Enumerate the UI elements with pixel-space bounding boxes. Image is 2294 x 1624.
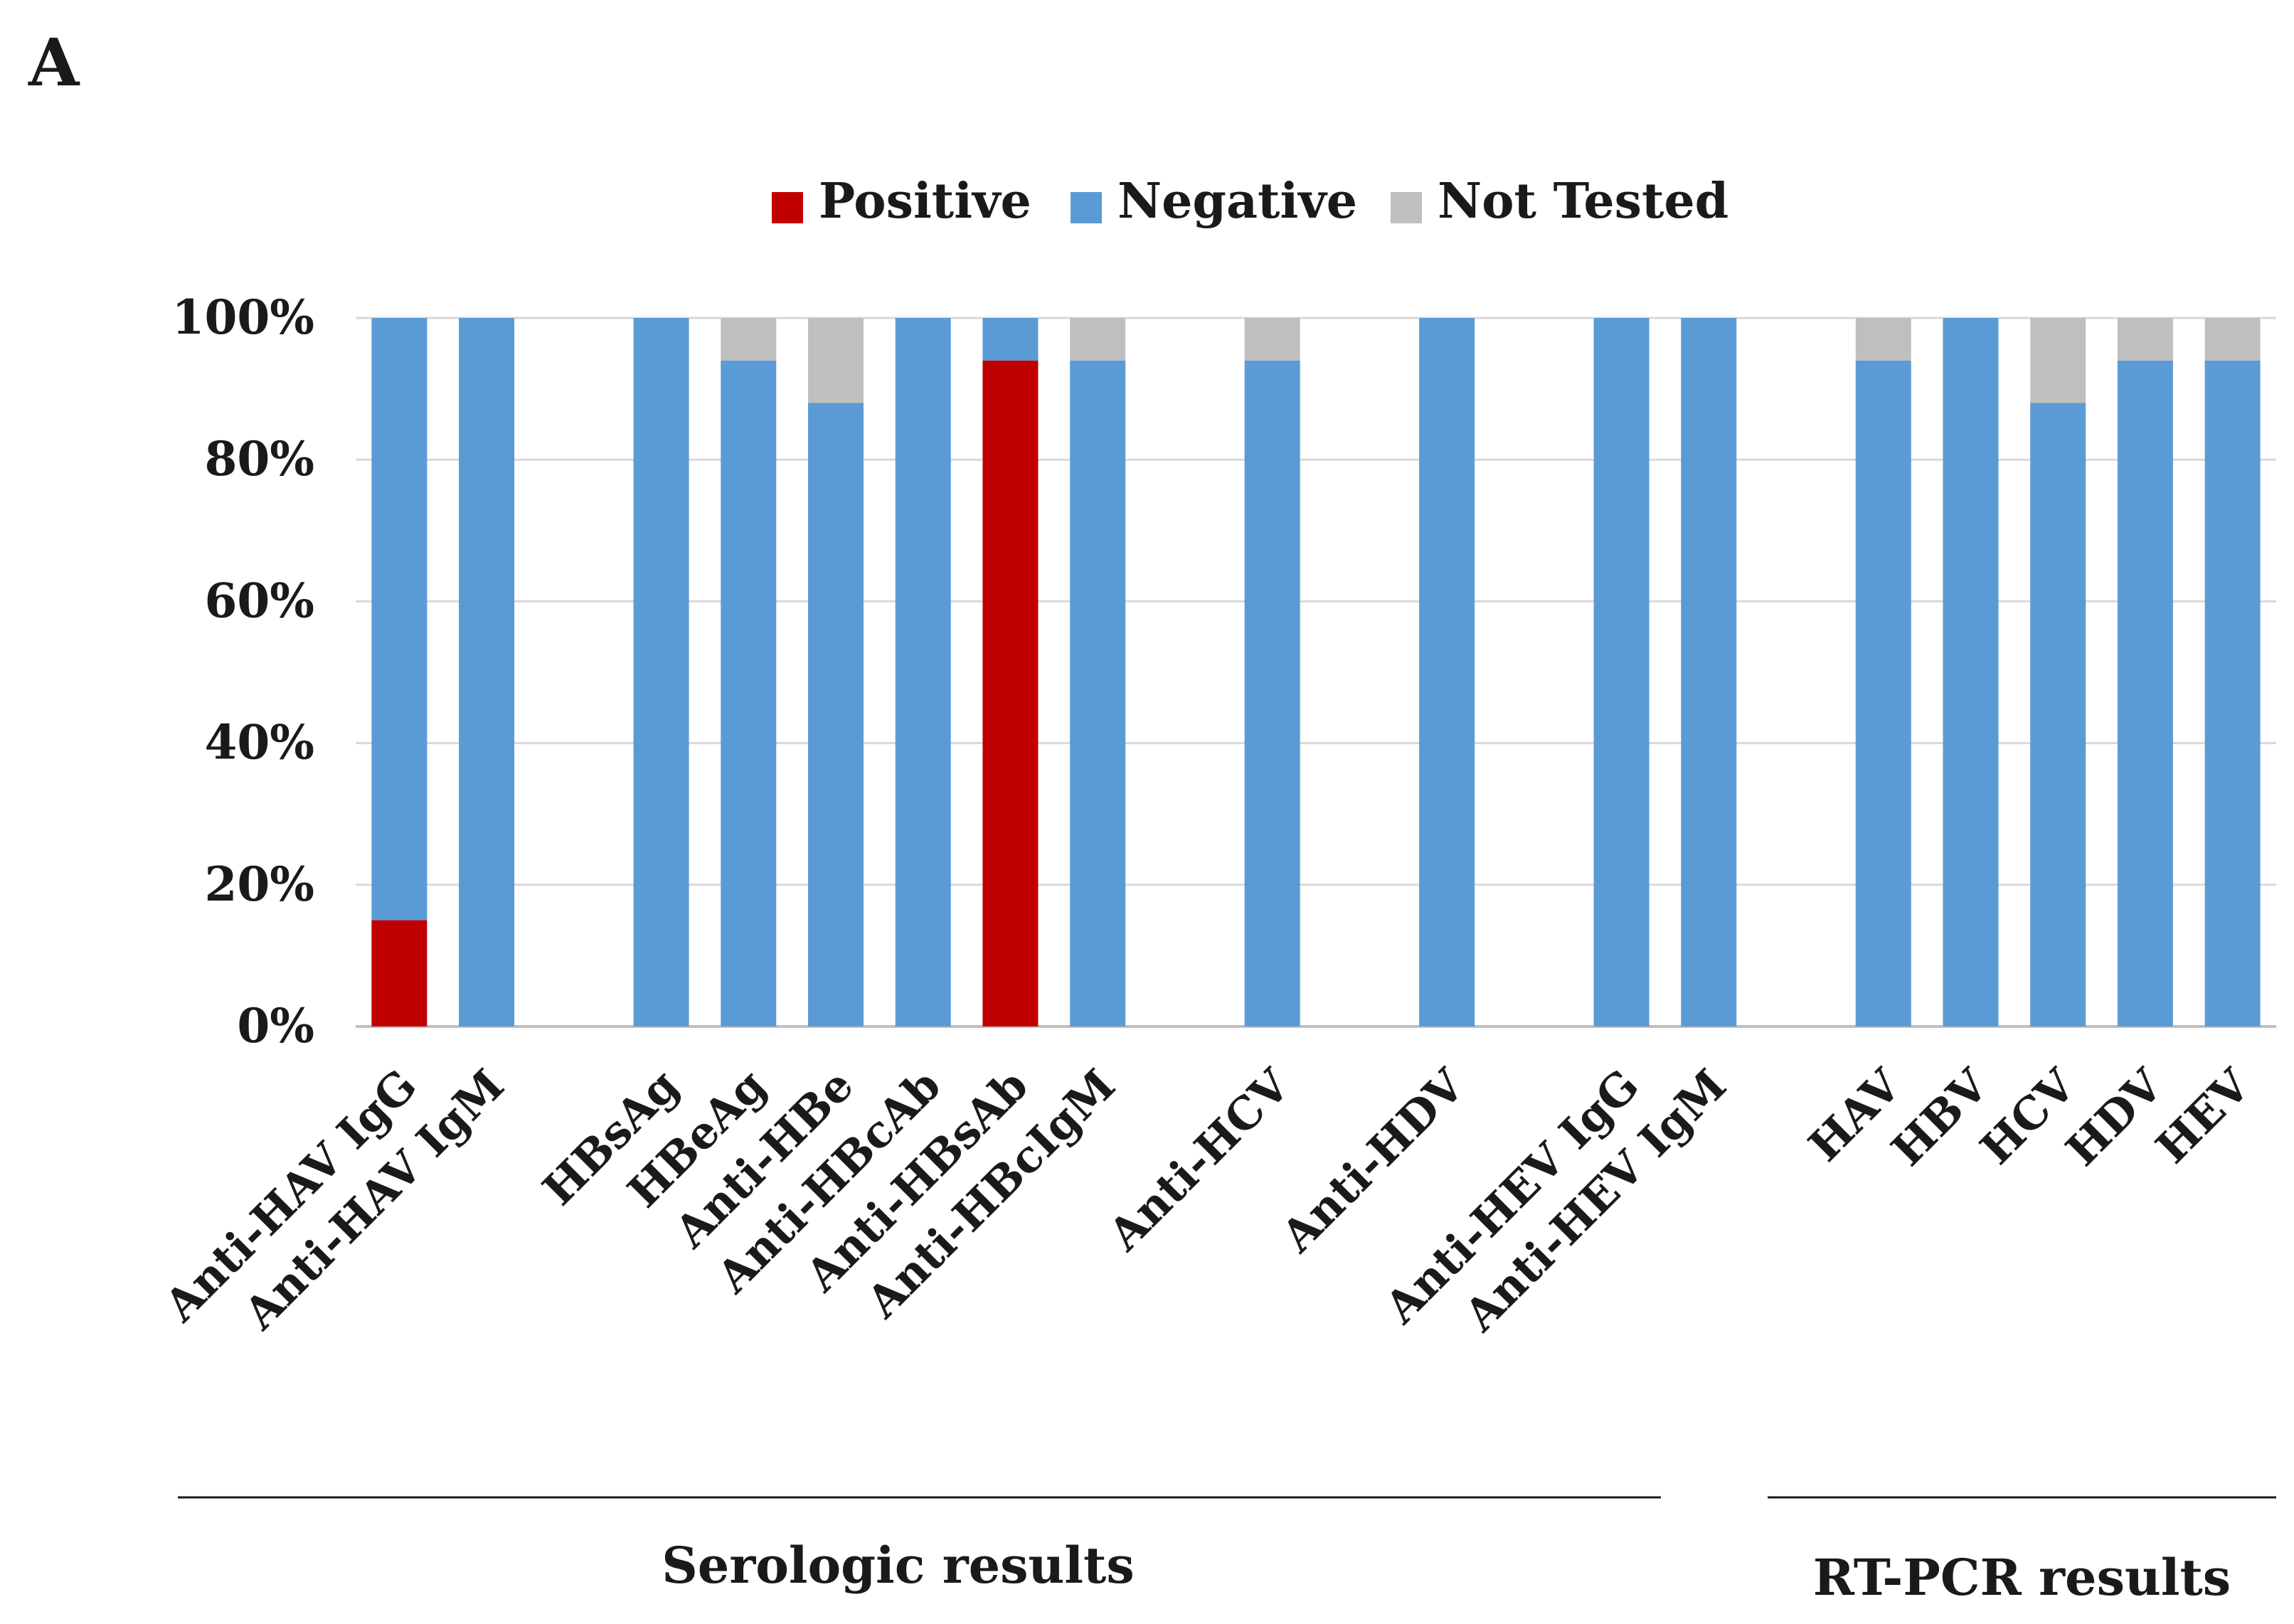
legend-label-not-tested: Not Tested [1438, 173, 1729, 230]
y-axis-ticks: 0% 20% 40% 60% 80% 100% [172, 290, 314, 1054]
y-tick-label: 40% [204, 715, 314, 770]
x-tick-label-hev: HEV [2146, 1058, 2261, 1173]
bar-hbeag-not-tested [721, 318, 777, 361]
x-tick-label-hdv: HDV [2056, 1058, 2173, 1176]
bar-anti-hdv-negative [1419, 318, 1475, 1026]
x-tick-label-anti-hcv: Anti-HCV [1098, 1058, 1300, 1261]
bar-anti-hbcab-negative [895, 318, 951, 1026]
legend-label-positive: Positive [819, 173, 1031, 230]
bar-anti-hbcigm-not-tested [1070, 318, 1126, 361]
bar-anti-hbe-not-tested [808, 318, 864, 403]
bar-anti-hbe-negative [808, 403, 864, 1026]
bar-hbeag-negative [721, 360, 777, 1026]
bar-anti-hbcigm-negative [1070, 360, 1126, 1026]
bar-anti-hcv-negative [1244, 360, 1300, 1026]
legend-swatch-positive [772, 192, 803, 223]
bar-hav-negative [1855, 360, 1911, 1026]
bar-hcv-not-tested [2030, 318, 2086, 403]
bar-anti-hav-igm-negative [459, 318, 515, 1026]
bar-hev-negative [2204, 360, 2261, 1026]
bar-anti-hcv-not-tested [1244, 318, 1300, 361]
bar-anti-hbsab-positive [982, 360, 1039, 1026]
bar-hbsag-negative [633, 318, 689, 1026]
y-tick-label: 0% [237, 998, 314, 1054]
bar-anti-hav-igg-negative [371, 318, 428, 920]
bar-hav-not-tested [1855, 318, 1911, 361]
bar-hbv-negative [1943, 318, 1999, 1026]
y-tick-label: 20% [204, 856, 314, 912]
y-tick-label: 60% [204, 573, 314, 628]
x-tick-label-hav: HAV [1798, 1058, 1911, 1172]
group-label-serologic-results: Serologic results [662, 1536, 1135, 1595]
y-tick-label: 100% [172, 290, 314, 345]
bar-anti-hav-igg-positive [371, 920, 428, 1026]
group-brackets: Serologic results RT-PCR results [178, 1496, 2276, 1607]
legend-label-negative: Negative [1117, 173, 1357, 230]
bar-hcv-negative [2030, 403, 2086, 1026]
bar-hdv-not-tested [2117, 318, 2173, 361]
bars [371, 318, 2261, 1026]
panel-label: A [28, 24, 80, 101]
x-tick-label-hcv: HCV [1970, 1058, 2086, 1174]
bar-anti-hbsab-negative [982, 318, 1039, 361]
legend: Positive Negative Not Tested [772, 173, 1729, 230]
y-tick-label: 80% [204, 431, 314, 487]
group-label-rt-pcr-results: RT-PCR results [1813, 1548, 2231, 1607]
bar-anti-hev-igm-negative [1681, 318, 1737, 1026]
legend-swatch-not-tested [1391, 192, 1422, 223]
x-tick-label-hbv: HBV [1881, 1058, 1999, 1176]
bar-hdv-negative [2117, 360, 2173, 1026]
bar-anti-hev-igg-negative [1593, 318, 1650, 1026]
bar-hev-not-tested [2204, 318, 2261, 361]
legend-swatch-negative [1071, 192, 1102, 223]
